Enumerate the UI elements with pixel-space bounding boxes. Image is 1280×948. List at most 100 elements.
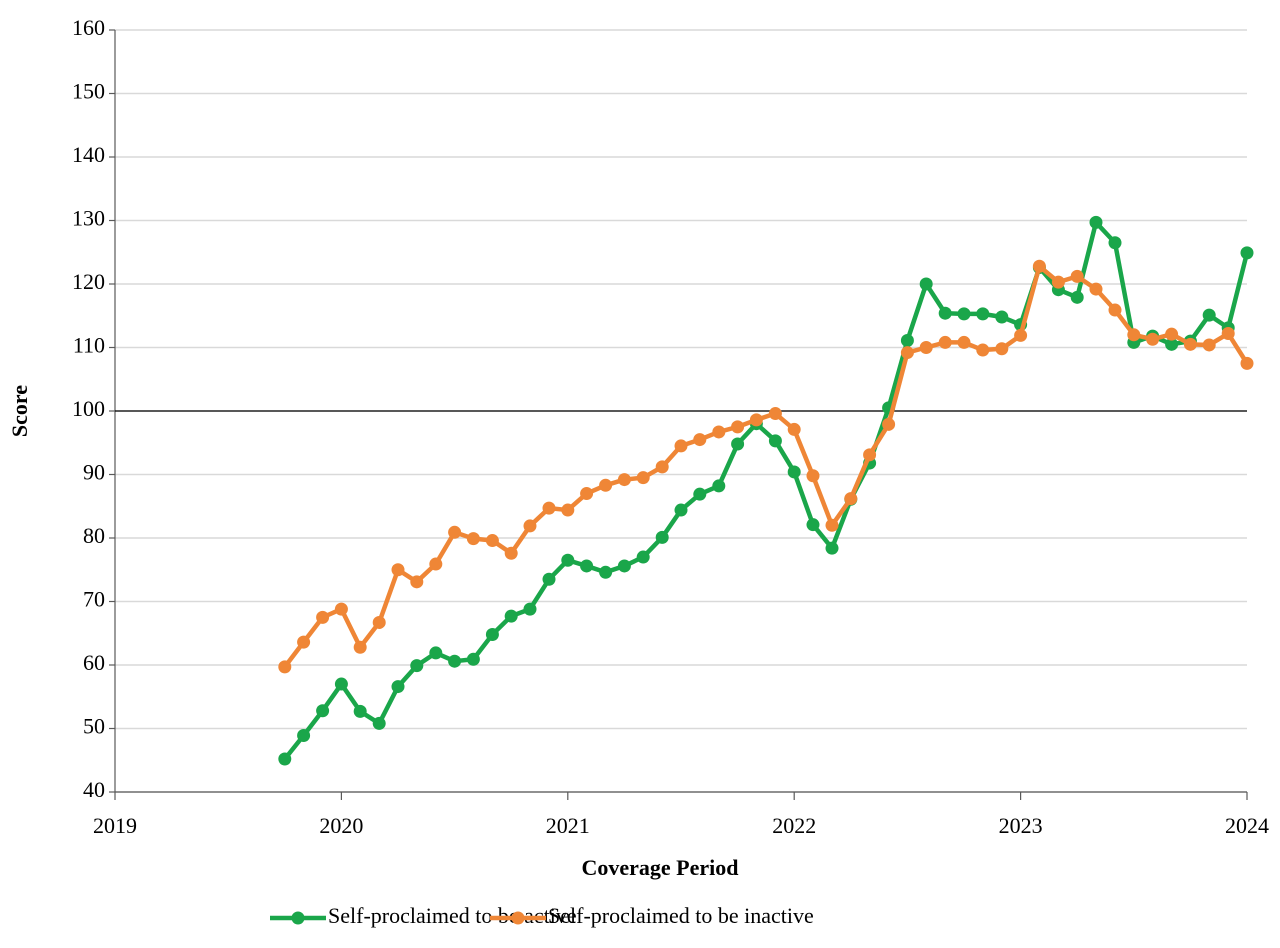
x-tick-label: 2023	[999, 813, 1043, 838]
series-line	[283, 220, 1250, 761]
legend-label: Self-proclaimed to be active	[328, 903, 577, 928]
data-point	[561, 553, 575, 567]
data-point	[825, 518, 839, 532]
data-point	[278, 660, 292, 674]
data-point	[1221, 327, 1235, 341]
data-point	[787, 422, 801, 436]
data-point	[580, 559, 594, 573]
data-point	[749, 413, 763, 427]
data-point	[806, 469, 820, 483]
y-tick-label: 90	[83, 460, 105, 485]
legend-label: Self-proclaimed to be inactive	[548, 903, 814, 928]
data-point	[429, 646, 443, 660]
data-point	[353, 640, 367, 654]
data-point	[844, 492, 858, 506]
data-point	[900, 334, 914, 348]
data-point	[1070, 290, 1084, 304]
data-point	[900, 346, 914, 360]
data-point	[1089, 282, 1103, 296]
data-point	[448, 525, 462, 539]
data-point	[297, 635, 311, 649]
data-point	[580, 487, 594, 501]
x-tick-label: 2021	[546, 813, 590, 838]
data-point	[1108, 236, 1122, 250]
data-point	[410, 575, 424, 589]
y-tick-label: 140	[72, 142, 105, 167]
data-point	[599, 478, 613, 492]
data-point	[1183, 337, 1197, 351]
data-point	[882, 417, 896, 431]
data-point	[316, 610, 330, 624]
data-point	[976, 343, 990, 357]
data-point	[957, 307, 971, 321]
data-point	[391, 680, 405, 694]
data-point	[787, 465, 801, 479]
x-tick-label: 2020	[319, 813, 363, 838]
y-tick-label: 130	[72, 206, 105, 231]
data-point	[768, 434, 782, 448]
data-point	[561, 503, 575, 517]
data-point	[1240, 246, 1254, 260]
data-point	[825, 541, 839, 555]
data-point	[1240, 356, 1254, 370]
data-point	[636, 471, 650, 485]
data-point	[674, 439, 688, 453]
data-point	[712, 425, 726, 439]
data-point	[410, 659, 424, 673]
data-point	[1165, 327, 1179, 341]
data-point	[316, 704, 330, 718]
data-point	[1165, 337, 1179, 351]
data-point	[1089, 215, 1103, 229]
data-point	[995, 310, 1009, 324]
data-point	[1127, 328, 1141, 342]
y-tick-label: 70	[83, 587, 105, 612]
data-point	[1202, 338, 1216, 352]
data-point	[693, 433, 707, 447]
data-point	[523, 519, 537, 533]
data-point	[768, 407, 782, 421]
data-point	[1051, 275, 1065, 289]
data-point	[334, 602, 348, 616]
y-tick-label: 40	[83, 777, 105, 802]
legend-marker	[511, 911, 525, 925]
data-point	[976, 307, 990, 321]
series-line	[283, 263, 1249, 669]
data-point	[938, 306, 952, 320]
data-point	[391, 563, 405, 577]
data-point	[599, 565, 613, 579]
data-point	[542, 501, 556, 515]
data-point	[1070, 269, 1084, 283]
data-point	[617, 473, 631, 487]
data-point	[278, 752, 292, 766]
data-point	[1032, 259, 1046, 273]
data-point	[919, 277, 933, 291]
data-point	[297, 728, 311, 742]
legend-marker	[291, 911, 305, 925]
data-point	[372, 615, 386, 629]
data-point	[957, 335, 971, 349]
data-point	[542, 572, 556, 586]
data-point	[995, 342, 1009, 356]
data-point	[655, 530, 669, 544]
data-point	[523, 602, 537, 616]
data-point	[353, 704, 367, 718]
y-tick-label: 150	[72, 79, 105, 104]
data-point	[485, 534, 499, 548]
y-axis-label: Score	[7, 385, 32, 437]
data-point	[655, 460, 669, 474]
data-point	[919, 341, 933, 354]
y-tick-label: 80	[83, 523, 105, 548]
data-point	[636, 550, 650, 564]
data-point	[731, 420, 745, 434]
x-tick-label: 2024	[1225, 813, 1269, 838]
data-point	[938, 335, 952, 349]
data-point	[334, 677, 348, 691]
x-tick-label: 2019	[93, 813, 137, 838]
data-point	[485, 628, 499, 642]
data-point	[448, 654, 462, 668]
y-tick-label: 100	[72, 396, 105, 421]
data-point	[693, 487, 707, 501]
y-tick-label: 160	[72, 15, 105, 40]
data-point	[1146, 332, 1160, 346]
